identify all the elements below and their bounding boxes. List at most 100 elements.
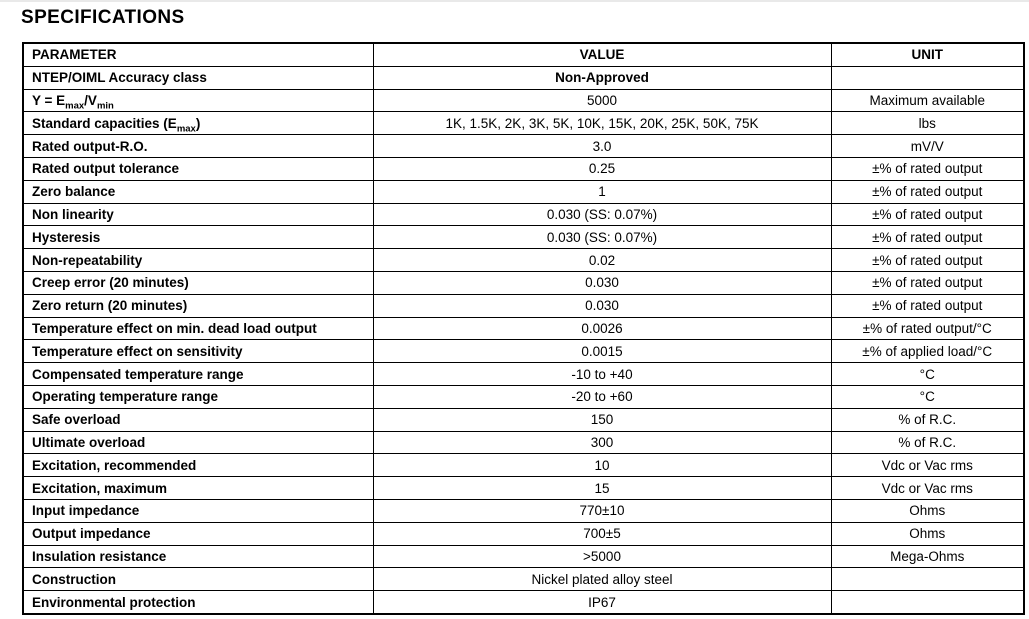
parameter-cell: Output impedance [22, 521, 374, 546]
value-cell: 0.25 [372, 156, 832, 181]
unit-cell: ±% of rated output/°C [830, 316, 1025, 341]
value-cell: Non-Approved [372, 65, 832, 90]
value-cell: 700±5 [372, 521, 832, 546]
value-cell: 5000 [372, 88, 832, 113]
table-row: Environmental protection IP67 [22, 590, 1025, 615]
table-row: Operating temperature range -20 to +60 °C [22, 384, 1025, 409]
parameter-cell: Ultimate overload [22, 430, 374, 455]
unit-cell: lbs [830, 111, 1025, 136]
parameter-cell: Insulation resistance [22, 544, 374, 569]
parameter-cell: Operating temperature range [22, 384, 374, 409]
unit-cell [830, 590, 1025, 615]
section-title-bar: SPECIFICATIONS [7, 2, 1021, 33]
table-row: Hysteresis 0.030 (SS: 0.07%) ±% of rated o… [22, 225, 1025, 250]
table-row: Output impedance 700±5 Ohms [22, 521, 1025, 546]
parameter-cell: Standard capacities (Emax) [22, 111, 374, 136]
column-header-unit: UNIT [830, 42, 1025, 67]
value-cell: 0.0015 [372, 339, 832, 364]
unit-cell: °C [830, 384, 1025, 409]
parameter-cell: Temperature effect on min. dead load out… [22, 316, 374, 341]
table-row: Compensated temperature range -10 to +40 °… [22, 362, 1025, 386]
table-row: Zero return (20 minutes) 0.030 ±% of rated… [22, 293, 1025, 318]
value-cell: 150 [372, 407, 832, 432]
unit-cell: Ohms [830, 498, 1025, 523]
value-cell: IP67 [372, 590, 832, 615]
value-cell: 15 [372, 476, 832, 500]
table-row: Excitation, recommended 10 Vdc or Vac rms [22, 453, 1025, 478]
value-cell: 300 [372, 430, 832, 455]
table-header: PARAMETER VALUE UNIT [22, 42, 1025, 67]
unit-cell: Ohms [830, 521, 1025, 546]
value-cell: 0.02 [372, 248, 832, 272]
unit-cell: Mega-Ohms [830, 544, 1025, 569]
value-cell: -10 to +40 [372, 362, 832, 386]
parameter-cell: NTEP/OIML Accuracy class [22, 65, 374, 90]
unit-cell: % of R.C. [830, 407, 1025, 432]
parameter-cell: Y = Emax/Vmin [22, 88, 374, 113]
unit-cell: ±% of rated output [830, 293, 1025, 318]
column-header-value: VALUE [372, 42, 832, 67]
table-row: Insulation resistance >5000 Mega-Ohms [22, 544, 1025, 569]
value-cell: 1K, 1.5K, 2K, 3K, 5K, 10K, 15K, 20K, 25K… [372, 111, 832, 136]
table-body: NTEP/OIML Accuracy class Non-Approved Y = … [22, 65, 1025, 615]
table-row: Excitation, maximum 15 Vdc or Vac rms [22, 476, 1025, 500]
value-cell: 0.0026 [372, 316, 832, 341]
parameter-cell: Zero return (20 minutes) [22, 293, 374, 318]
value-cell: 0.030 (SS: 0.07%) [372, 225, 832, 250]
parameter-cell: Rated output-R.O. [22, 134, 374, 158]
parameter-cell: Zero balance [22, 179, 374, 204]
table-row: Creep error (20 minutes) 0.030 ±% of rated… [22, 270, 1025, 295]
unit-cell: ±% of rated output [830, 202, 1025, 227]
value-cell: >5000 [372, 544, 832, 569]
table-row: Temperature effect on min. dead load out… [22, 316, 1025, 341]
parameter-cell: Hysteresis [22, 225, 374, 250]
table-row: Construction Nickel plated alloy steel [22, 567, 1025, 592]
table-row: Ultimate overload 300% of R.C. [22, 430, 1025, 455]
parameter-cell: Non-repeatability [22, 248, 374, 272]
parameter-cell: Safe overload [22, 407, 374, 432]
value-cell: 3.0 [372, 134, 832, 158]
specifications-table: PARAMETER VALUE UNIT NTEP/OIML Accuracy … [22, 42, 1025, 615]
page-top-edge [0, 0, 1029, 2]
unit-cell: Vdc or Vac rms [830, 476, 1025, 500]
unit-cell: ±% of applied load/°C [830, 339, 1025, 364]
value-cell: 10 [372, 453, 832, 478]
parameter-cell: Environmental protection [22, 590, 374, 615]
unit-cell: ±% of rated output [830, 248, 1025, 272]
unit-cell: Maximum available [830, 88, 1025, 113]
value-cell: Nickel plated alloy steel [372, 567, 832, 592]
unit-cell: ±% of rated output [830, 225, 1025, 250]
unit-cell [830, 65, 1025, 90]
value-cell: 770±10 [372, 498, 832, 523]
parameter-cell: Creep error (20 minutes) [22, 270, 374, 295]
table-header-row: PARAMETER VALUE UNIT [22, 42, 1025, 67]
parameter-cell: Construction [22, 567, 374, 592]
table-row: Rated output-R.O. 3.0 mV/V [22, 134, 1025, 158]
parameter-cell: Excitation, maximum [22, 476, 374, 500]
parameter-cell: Rated output tolerance [22, 156, 374, 181]
parameter-cell: Non linearity [22, 202, 374, 227]
table-row: Non-repeatability 0.02 ±% of rated output [22, 248, 1025, 272]
section-title: SPECIFICATIONS [21, 6, 185, 28]
value-cell: 1 [372, 179, 832, 204]
value-cell: 0.030 [372, 293, 832, 318]
parameter-cell: Input impedance [22, 498, 374, 523]
column-header-parameter: PARAMETER [22, 42, 374, 67]
table-row: Y = Emax/Vmin 5000 Maximum available [22, 88, 1025, 113]
table-row: Rated output tolerance 0.25 ±% of rated ou… [22, 156, 1025, 181]
unit-cell: ±% of rated output [830, 156, 1025, 181]
value-cell: -20 to +60 [372, 384, 832, 409]
table-row: Standard capacities (Emax) 1K, 1.5K, 2K, … [22, 111, 1025, 136]
unit-cell: °C [830, 362, 1025, 386]
value-cell: 0.030 (SS: 0.07%) [372, 202, 832, 227]
unit-cell: % of R.C. [830, 430, 1025, 455]
unit-cell: mV/V [830, 134, 1025, 158]
table-row: Safe overload 150% of R.C. [22, 407, 1025, 432]
parameter-cell: Compensated temperature range [22, 362, 374, 386]
unit-cell [830, 567, 1025, 592]
unit-cell: ±% of rated output [830, 179, 1025, 204]
unit-cell: Vdc or Vac rms [830, 453, 1025, 478]
table-row: Zero balance 1 ±% of rated output [22, 179, 1025, 204]
table-row: NTEP/OIML Accuracy class Non-Approved [22, 65, 1025, 90]
table-row: Non linearity 0.030 (SS: 0.07%) ±% of rate… [22, 202, 1025, 227]
